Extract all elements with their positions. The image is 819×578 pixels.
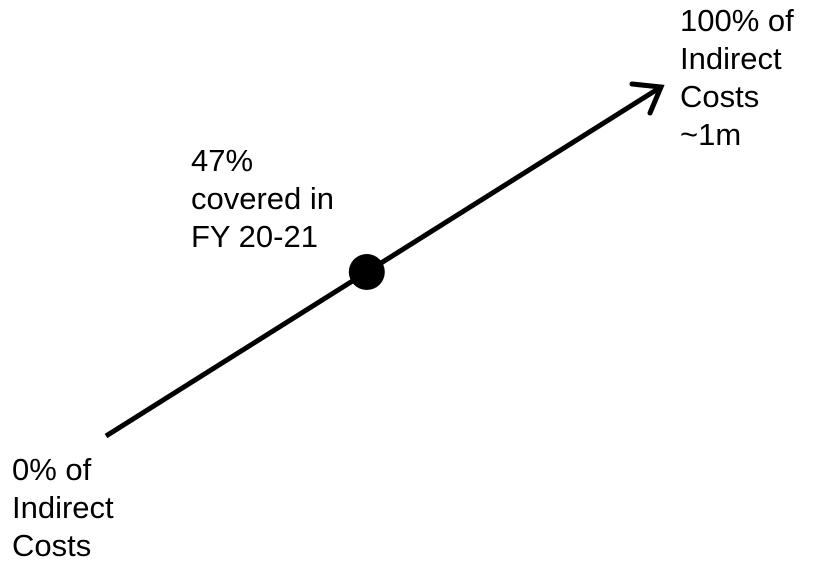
start-label-line: Costs bbox=[12, 528, 92, 563]
marker-label-line: 47% bbox=[191, 143, 254, 178]
end-label: 100% of Indirect Costs ~1m bbox=[680, 2, 794, 154]
marker-label: 47% covered in FY 20-21 bbox=[191, 142, 334, 256]
start-label-line: Indirect bbox=[12, 490, 114, 525]
start-label: 0% of Indirect Costs bbox=[12, 451, 114, 565]
marker-label-line: covered in bbox=[191, 181, 335, 216]
end-label-line: 100% of bbox=[680, 3, 794, 38]
end-label-line: ~1m bbox=[680, 117, 742, 152]
end-label-line: Costs bbox=[680, 79, 760, 114]
progress-marker-dot bbox=[348, 254, 385, 290]
progress-arrow-line bbox=[104, 84, 663, 439]
end-label-line: Indirect bbox=[680, 41, 782, 76]
start-label-line: 0% of bbox=[12, 452, 92, 487]
arrow-head bbox=[629, 81, 665, 116]
marker-label-line: FY 20-21 bbox=[191, 219, 318, 254]
